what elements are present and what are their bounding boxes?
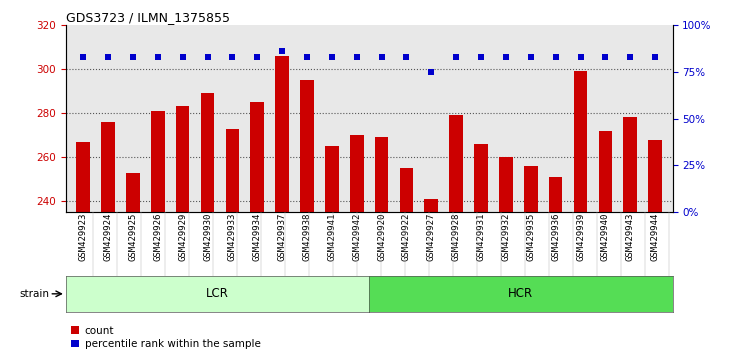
Point: [525, 54, 537, 59]
Bar: [350, 135, 363, 212]
Bar: [76, 142, 90, 212]
Bar: [400, 168, 413, 212]
Point: [152, 54, 164, 59]
Text: HCR: HCR: [508, 287, 534, 300]
Point: [326, 54, 338, 59]
Bar: [151, 111, 164, 212]
Bar: [325, 146, 338, 212]
Bar: [101, 122, 115, 212]
Bar: [176, 107, 189, 212]
Text: GSM429943: GSM429943: [626, 212, 635, 261]
Point: [450, 54, 462, 59]
Text: GSM429937: GSM429937: [278, 212, 287, 261]
Bar: [276, 56, 289, 212]
Bar: [450, 115, 463, 212]
Text: strain: strain: [20, 289, 50, 299]
Point: [649, 54, 661, 59]
Bar: [126, 173, 140, 212]
Text: GSM429929: GSM429929: [178, 212, 187, 261]
Point: [425, 69, 437, 74]
Text: GSM429941: GSM429941: [327, 212, 336, 261]
Text: GSM429939: GSM429939: [576, 212, 585, 261]
Text: GSM429924: GSM429924: [104, 212, 113, 261]
Text: GSM429927: GSM429927: [427, 212, 436, 261]
Text: GSM429933: GSM429933: [228, 212, 237, 261]
Point: [599, 54, 611, 59]
Point: [475, 54, 487, 59]
Point: [202, 54, 213, 59]
Text: GSM429926: GSM429926: [154, 212, 162, 261]
Text: GSM429940: GSM429940: [601, 212, 610, 261]
Point: [301, 54, 313, 59]
Text: GSM429942: GSM429942: [352, 212, 361, 261]
Point: [177, 54, 189, 59]
Point: [251, 54, 263, 59]
Bar: [201, 93, 214, 212]
Text: GSM429923: GSM429923: [79, 212, 88, 261]
Text: GSM429928: GSM429928: [452, 212, 461, 261]
Text: GSM429930: GSM429930: [203, 212, 212, 261]
Bar: [648, 139, 662, 212]
Point: [550, 54, 561, 59]
Bar: [524, 166, 537, 212]
Bar: [499, 157, 512, 212]
Point: [575, 54, 586, 59]
Text: GSM429935: GSM429935: [526, 212, 535, 261]
Text: GDS3723 / ILMN_1375855: GDS3723 / ILMN_1375855: [66, 11, 230, 24]
Bar: [599, 131, 613, 212]
Point: [500, 54, 512, 59]
Point: [376, 54, 387, 59]
Bar: [300, 80, 314, 212]
Point: [276, 48, 288, 54]
Bar: [624, 118, 637, 212]
Point: [624, 54, 636, 59]
Text: GSM429938: GSM429938: [303, 212, 311, 261]
Text: GSM429931: GSM429931: [477, 212, 485, 261]
Bar: [251, 102, 264, 212]
Text: GSM429944: GSM429944: [651, 212, 659, 261]
Text: GSM429934: GSM429934: [253, 212, 262, 261]
Text: LCR: LCR: [206, 287, 229, 300]
Legend: count, percentile rank within the sample: count, percentile rank within the sample: [71, 326, 260, 349]
Text: GSM429922: GSM429922: [402, 212, 411, 261]
Point: [127, 54, 139, 59]
Bar: [375, 137, 388, 212]
Bar: [549, 177, 562, 212]
Bar: [574, 71, 587, 212]
Text: GSM429936: GSM429936: [551, 212, 560, 261]
Point: [227, 54, 238, 59]
Text: GSM429925: GSM429925: [129, 212, 137, 261]
Bar: [226, 129, 239, 212]
Text: GSM429920: GSM429920: [377, 212, 386, 261]
Bar: [474, 144, 488, 212]
Text: GSM429932: GSM429932: [501, 212, 510, 261]
Point: [102, 54, 114, 59]
Bar: [425, 199, 438, 212]
Point: [401, 54, 412, 59]
Point: [77, 54, 89, 59]
Point: [351, 54, 363, 59]
